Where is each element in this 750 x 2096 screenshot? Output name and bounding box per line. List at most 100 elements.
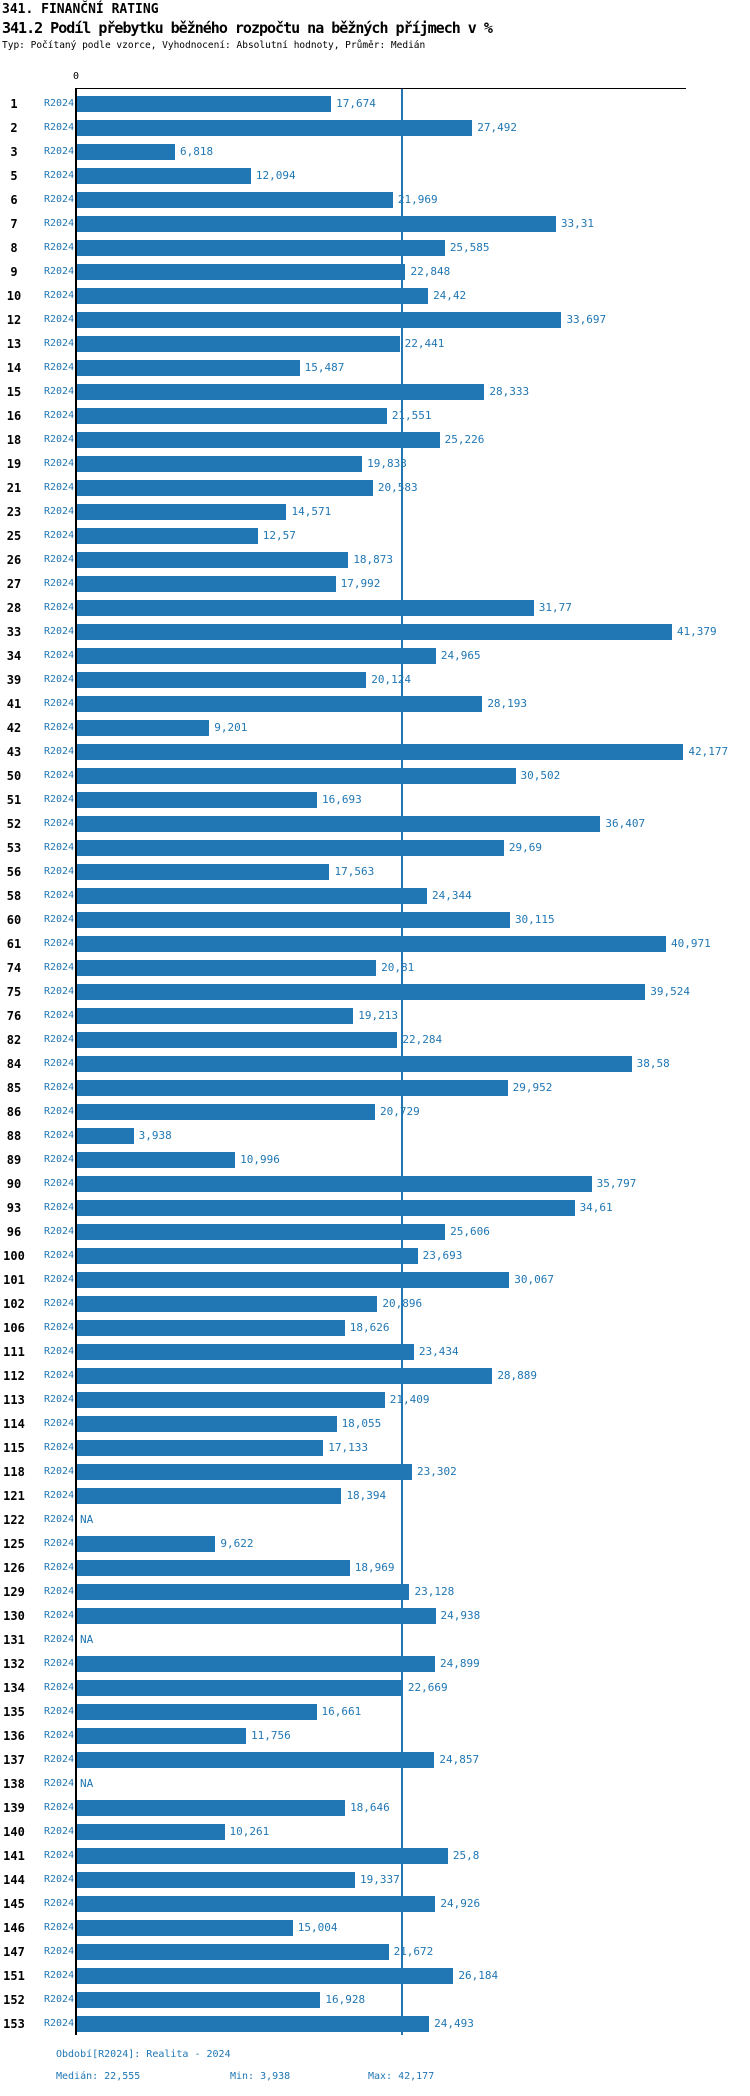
bar	[77, 1968, 454, 1984]
row-bar-area: 20,124	[77, 668, 750, 692]
footer-max: Max: 42,177	[368, 2071, 435, 2082]
x-axis-line	[75, 88, 686, 89]
row-category-label: 89	[6, 1153, 22, 1167]
row-series-label: R2024	[44, 554, 75, 565]
row-bar-area: 24,493	[77, 2012, 750, 2036]
bar	[77, 600, 534, 616]
chart-row: 152 R2024 16,928	[0, 1988, 750, 2012]
bar	[77, 1608, 436, 1624]
chart-row: 33 R2024 41,379	[0, 620, 750, 644]
row-category-label: 6	[10, 193, 18, 207]
row-series-label: R2024	[44, 1898, 75, 1909]
chart-row: 129 R2024 23,128	[0, 1580, 750, 1604]
bar	[77, 1848, 448, 1864]
row-series-label: R2024	[44, 506, 75, 517]
row-category-label: 2	[10, 121, 18, 135]
bar-value-label: 28,333	[489, 385, 530, 398]
bar-value-label: 24,857	[439, 1753, 480, 1766]
row-bar-area: 28,889	[77, 1364, 750, 1388]
row-category-label: 34	[6, 649, 22, 663]
row-series-label: R2024	[44, 1706, 75, 1717]
row-series-label: R2024	[44, 650, 75, 661]
bar-chart-plot: 0 1 R2024 17,674 2 R2024 27,492 3 R2024 6,818 5 R2…	[0, 71, 750, 2038]
bar-value-label: 24,493	[434, 2017, 474, 2030]
chart-row: 144 R2024 19,337	[0, 1868, 750, 1892]
row-series-label: R2024	[44, 1754, 75, 1765]
bar	[77, 936, 667, 952]
row-bar-area: 24,899	[77, 1652, 750, 1676]
row-bar-area: 20,583	[77, 476, 750, 500]
chart-row: 135 R2024 16,661	[0, 1700, 750, 1724]
chart-row: 137 R2024 24,857	[0, 1748, 750, 1772]
row-category-label: 27	[6, 577, 22, 591]
chart-row: 153 R2024 24,493	[0, 2012, 750, 2036]
bar	[77, 192, 393, 208]
bar-value-label: 15,487	[304, 361, 345, 374]
bar-value-label: 9,622	[220, 1537, 254, 1550]
bar	[77, 1176, 592, 1192]
row-category-label: 53	[6, 841, 22, 855]
row-series-label: R2024	[44, 266, 75, 277]
bar-value-label: 33,697	[566, 313, 607, 326]
row-series-label: R2024	[44, 1394, 75, 1405]
chart-row: 131 R2024 NA	[0, 1628, 750, 1652]
bar	[77, 336, 400, 352]
bar	[77, 1272, 510, 1288]
row-series-label: R2024	[44, 1106, 75, 1117]
bar	[77, 408, 387, 424]
bar-value-label: 23,128	[414, 1585, 455, 1598]
row-category-label: 19	[6, 457, 22, 471]
row-series-label: R2024	[44, 578, 75, 589]
footer-median: Medián: 22,555	[56, 2071, 141, 2082]
bar-value-label: 22,441	[404, 337, 445, 350]
bar	[77, 1008, 354, 1024]
bar-value-label: 24,899	[439, 1657, 480, 1670]
row-category-label: 122	[3, 1513, 25, 1527]
bar	[77, 1344, 414, 1360]
row-category-label: 26	[6, 553, 22, 567]
row-series-label: R2024	[44, 482, 75, 493]
chart-row: 122 R2024 NA	[0, 1508, 750, 1532]
bar-value-label: 25,585	[449, 241, 490, 254]
bar	[77, 744, 684, 760]
chart-row: 145 R2024 24,926	[0, 1892, 750, 1916]
row-bar-area: 6,818	[77, 140, 750, 164]
row-bar-area: 21,551	[77, 404, 750, 428]
row-series-label: R2024	[44, 1850, 75, 1861]
y-axis-line	[75, 88, 77, 2035]
bar-value-label: 21,551	[391, 409, 432, 422]
row-category-label: 28	[6, 601, 22, 615]
row-category-label: 16	[6, 409, 22, 423]
row-bar-area: 23,302	[77, 1460, 750, 1484]
row-bar-area: 33,31	[77, 212, 750, 236]
row-series-label: R2024	[44, 458, 75, 469]
row-category-label: 86	[6, 1105, 22, 1119]
row-bar-area: 12,094	[77, 164, 750, 188]
bar	[77, 1992, 321, 2008]
bar-value-label: 30,115	[514, 913, 555, 926]
row-bar-area: 21,409	[77, 1388, 750, 1412]
bar	[77, 1152, 236, 1168]
row-category-label: 61	[6, 937, 22, 951]
row-bar-area: 17,563	[77, 860, 750, 884]
row-bar-area: 20,81	[77, 956, 750, 980]
row-series-label: R2024	[44, 1658, 75, 1669]
row-series-label: R2024	[44, 1994, 75, 2005]
row-category-label: 14	[6, 361, 22, 375]
row-category-label: 7	[10, 217, 18, 231]
bar-value-label: 34,61	[579, 1201, 613, 1214]
row-series-label: R2024	[44, 410, 75, 421]
row-category-label: 137	[3, 1753, 25, 1767]
bar-value-label: 26,184	[458, 1969, 499, 1982]
row-series-label: R2024	[44, 842, 75, 853]
row-series-label: R2024	[44, 1058, 75, 1069]
row-bar-area: 24,926	[77, 1892, 750, 1916]
bar	[77, 1584, 410, 1600]
row-bar-area: 20,896	[77, 1292, 750, 1316]
bar	[77, 456, 363, 472]
row-bar-area: 22,669	[77, 1676, 750, 1700]
row-bar-area: 16,928	[77, 1988, 750, 2012]
row-bar-area: 24,857	[77, 1748, 750, 1772]
row-bar-area: 18,873	[77, 548, 750, 572]
bar	[77, 504, 287, 520]
